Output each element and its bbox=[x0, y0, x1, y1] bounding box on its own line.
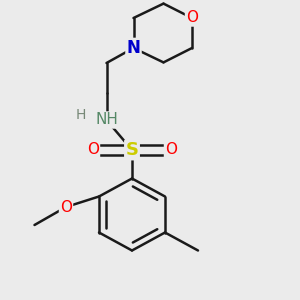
Text: S: S bbox=[125, 141, 139, 159]
Text: N: N bbox=[127, 39, 140, 57]
Text: O: O bbox=[87, 142, 99, 158]
Text: O: O bbox=[165, 142, 177, 158]
Text: NH: NH bbox=[95, 112, 118, 128]
Text: O: O bbox=[60, 200, 72, 214]
Text: H: H bbox=[76, 108, 86, 122]
Text: O: O bbox=[186, 11, 198, 26]
